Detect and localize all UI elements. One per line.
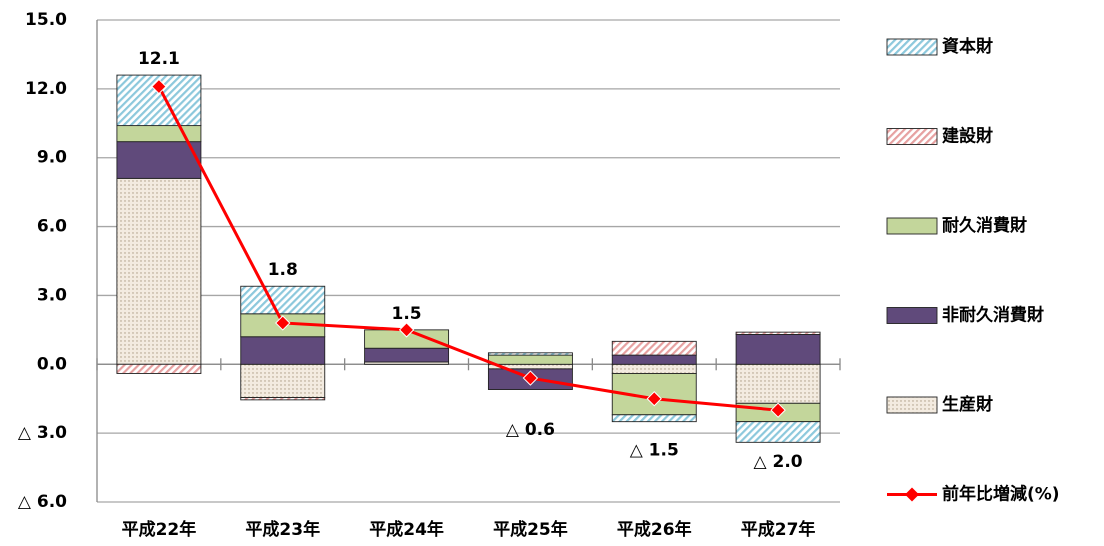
bar-segment <box>116 141 202 179</box>
line-marker <box>770 402 786 418</box>
data-label: 12.1 <box>138 49 180 69</box>
bar-segment <box>735 421 821 443</box>
y-tick-label: 15.0 <box>25 10 67 30</box>
y-tick-label: 12.0 <box>25 79 67 99</box>
bar-segment <box>487 354 573 365</box>
bar-segment <box>487 352 573 356</box>
y-tick-label: △ 3.0 <box>18 423 67 443</box>
x-tick-label: 平成24年 <box>369 519 444 540</box>
data-label: 1.5 <box>392 304 422 324</box>
bar-segment <box>735 363 821 404</box>
data-label: △ 2.0 <box>754 452 803 472</box>
bar-segment <box>240 363 326 399</box>
bar-segment <box>611 340 697 356</box>
bar-segment <box>364 347 450 363</box>
bar-segment <box>116 125 202 143</box>
legend-label: 資本財 <box>942 36 993 57</box>
y-tick-label: 0.0 <box>37 354 67 374</box>
bar-segment <box>240 336 326 365</box>
line-marker <box>275 315 291 331</box>
legend-label: 耐久消費財 <box>942 215 1027 236</box>
legend-swatch <box>886 38 938 56</box>
x-tick-label: 平成25年 <box>493 519 568 540</box>
legend-swatch <box>886 396 938 414</box>
legend-label: 建設財 <box>942 126 993 147</box>
line-marker <box>398 322 415 338</box>
bar-segment <box>611 414 697 423</box>
bar-segment <box>735 333 821 365</box>
y-tick-label: 3.0 <box>37 285 67 305</box>
bar-segment <box>116 363 202 374</box>
bar-segment <box>240 397 326 401</box>
legend-swatch <box>886 307 938 324</box>
bar-segment <box>735 331 821 335</box>
line-marker <box>646 391 662 407</box>
bar-segment <box>116 177 202 365</box>
data-label: △ 0.6 <box>506 420 555 440</box>
line-marker <box>522 370 539 386</box>
legend-swatch <box>886 217 938 235</box>
x-tick-label: 平成23年 <box>245 519 320 540</box>
bar-segment <box>240 285 326 315</box>
data-label: △ 1.5 <box>630 441 679 461</box>
legend-label: 非耐久消費財 <box>942 305 1044 326</box>
data-label: 1.8 <box>268 260 298 280</box>
y-tick-label: 6.0 <box>37 217 67 237</box>
x-tick-label: 平成22年 <box>122 519 197 540</box>
legend-swatch <box>886 128 938 145</box>
bar-segment <box>611 363 697 374</box>
legend-label: 前年比増減(%) <box>942 484 1060 505</box>
line-marker <box>151 78 167 95</box>
legend-label: 生産財 <box>942 394 993 415</box>
line-series <box>157 85 779 412</box>
bar-segment <box>611 354 697 365</box>
y-tick-label: 9.0 <box>37 148 67 168</box>
y-tick-label: △ 6.0 <box>18 492 67 512</box>
x-tick-label: 平成26年 <box>617 519 692 540</box>
legend-marker <box>905 487 919 502</box>
x-tick-label: 平成27年 <box>741 519 816 540</box>
